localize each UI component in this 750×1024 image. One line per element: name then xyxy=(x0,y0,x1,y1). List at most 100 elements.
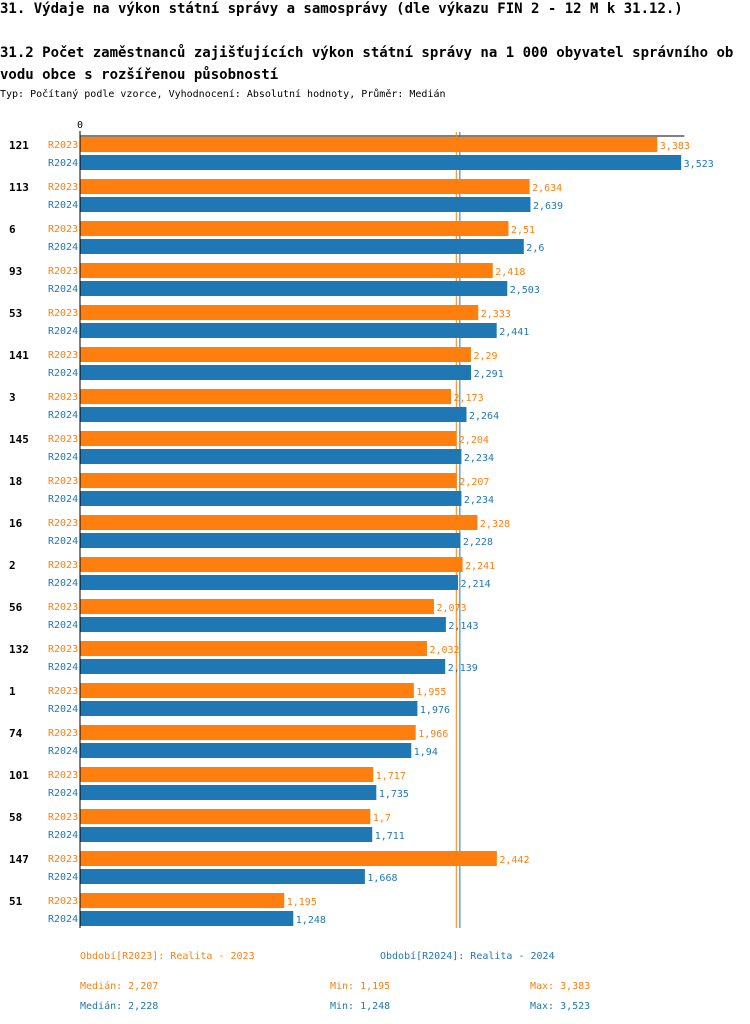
bar-value-label: 2,241 xyxy=(465,561,495,572)
bar-r2023 xyxy=(80,893,285,908)
series-row-label: R2023 xyxy=(48,854,78,865)
bar-value-label: 2,51 xyxy=(511,225,535,236)
legend-r2023-min: Min: 1,195 xyxy=(330,981,391,992)
bar-r2024 xyxy=(80,827,373,842)
bar-value-label: 2,073 xyxy=(436,603,466,614)
series-row-label: R2024 xyxy=(48,200,78,211)
bar-r2023 xyxy=(80,515,478,530)
category-label: 18 xyxy=(9,475,22,488)
series-row-label: R2024 xyxy=(48,578,78,589)
bar-value-label: 2,234 xyxy=(464,453,494,464)
category-label: 141 xyxy=(9,349,29,362)
bar-value-label: 1,955 xyxy=(416,687,446,698)
series-row-label: R2023 xyxy=(48,686,78,697)
category-label: 51 xyxy=(9,895,23,908)
bar-r2024 xyxy=(80,281,508,296)
series-row-label: R2023 xyxy=(48,812,78,823)
bar-r2023 xyxy=(80,725,416,740)
series-row-label: R2024 xyxy=(48,914,78,925)
legend-r2023-median: Medián: 2,207 xyxy=(80,981,159,992)
bar-value-label: 2,264 xyxy=(469,411,499,422)
bar-value-label: 2,639 xyxy=(533,201,563,212)
bar-value-label: 1,711 xyxy=(375,831,405,842)
bar-value-label: 2,6 xyxy=(526,243,544,254)
bar-r2023 xyxy=(80,221,509,236)
series-row-label: R2023 xyxy=(48,266,78,277)
bar-r2024 xyxy=(80,323,497,338)
bar-r2023 xyxy=(80,179,530,194)
bar-value-label: 2,503 xyxy=(510,285,540,296)
legend-r2024-min: Min: 1,248 xyxy=(330,1001,391,1012)
category-label: 58 xyxy=(9,811,22,824)
bar-r2024 xyxy=(80,785,377,800)
chart-subtitle: 31.2 Počet zaměstnanců zajišťujících výk… xyxy=(0,45,734,83)
bar-value-label: 2,442 xyxy=(499,855,529,866)
bar-r2024 xyxy=(80,659,446,674)
page-title: 31. Výdaje na výkon státní správy a samo… xyxy=(0,1,683,17)
series-row-label: R2023 xyxy=(48,602,78,613)
series-row-label: R2024 xyxy=(48,620,78,631)
series-row-label: R2024 xyxy=(48,326,78,337)
category-label: 53 xyxy=(9,307,22,320)
series-row-label: R2023 xyxy=(48,644,78,655)
bar-r2024 xyxy=(80,701,418,716)
bar-r2024 xyxy=(80,365,472,380)
category-label: 101 xyxy=(9,769,29,782)
series-row-label: R2023 xyxy=(48,476,78,487)
bar-r2023 xyxy=(80,851,497,866)
bar-r2023 xyxy=(80,263,493,278)
category-label: 113 xyxy=(9,181,29,194)
series-row-label: R2024 xyxy=(48,536,78,547)
bar-value-label: 2,032 xyxy=(429,645,459,656)
series-row-label: R2024 xyxy=(48,158,78,169)
series-row-label: R2023 xyxy=(48,728,78,739)
series-row-label: R2024 xyxy=(48,368,78,379)
bar-r2023 xyxy=(80,431,457,446)
bar-r2024 xyxy=(80,743,412,758)
series-row-label: R2023 xyxy=(48,518,78,529)
chart-type-line: Typ: Počítaný podle vzorce, Vyhodnocení:… xyxy=(0,89,446,100)
series-row-label: R2024 xyxy=(48,788,78,799)
bar-chart: 0 121 R2023 3,383 R2024 3,523 113 R2023 2,634 R20… xyxy=(9,120,714,928)
bar-r2024 xyxy=(80,575,458,590)
series-row-label: R2024 xyxy=(48,242,78,253)
bar-value-label: 1,735 xyxy=(379,789,409,800)
category-label: 121 xyxy=(9,139,29,152)
series-row-label: R2023 xyxy=(48,896,78,907)
category-label: 93 xyxy=(9,265,22,278)
bar-r2023 xyxy=(80,683,414,698)
bar-r2024 xyxy=(80,197,531,212)
bar-r2024 xyxy=(80,533,461,548)
bar-r2023 xyxy=(80,347,471,362)
series-row-label: R2024 xyxy=(48,494,78,505)
series-row-label: R2023 xyxy=(48,350,78,361)
series-row-label: R2024 xyxy=(48,452,78,463)
series-row-label: R2023 xyxy=(48,182,78,193)
bar-value-label: 1,248 xyxy=(296,915,326,926)
bar-value-label: 1,195 xyxy=(287,897,317,908)
series-row-label: R2023 xyxy=(48,140,78,151)
bar-value-label: 2,634 xyxy=(532,183,562,194)
bar-value-label: 1,668 xyxy=(367,873,397,884)
legend-r2023-period: Období[R2023]: Realita - 2023 xyxy=(80,951,255,962)
series-row-label: R2023 xyxy=(48,392,78,403)
bar-r2024 xyxy=(80,239,524,254)
x-axis-tick-label: 0 xyxy=(77,120,83,131)
category-label: 3 xyxy=(9,391,16,404)
bar-value-label: 2,291 xyxy=(474,369,504,380)
bar-r2024 xyxy=(80,407,467,422)
category-label: 132 xyxy=(9,643,29,656)
series-row-label: R2024 xyxy=(48,284,78,295)
bar-value-label: 1,94 xyxy=(414,747,438,758)
series-row-label: R2023 xyxy=(48,434,78,445)
series-row-label: R2024 xyxy=(48,830,78,841)
legend-r2024-max: Max: 3,523 xyxy=(530,1001,591,1012)
bar-value-label: 2,214 xyxy=(460,579,490,590)
bar-value-label: 2,173 xyxy=(453,393,483,404)
bar-r2024 xyxy=(80,911,294,926)
category-label: 56 xyxy=(9,601,23,614)
bar-r2024 xyxy=(80,449,462,464)
bar-value-label: 2,207 xyxy=(459,477,489,488)
category-label: 74 xyxy=(9,727,23,740)
bar-r2023 xyxy=(80,809,371,824)
